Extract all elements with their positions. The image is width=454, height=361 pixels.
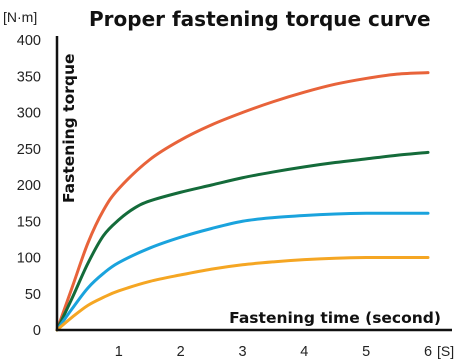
- y-tick-label: 50: [25, 287, 41, 303]
- x-tick-label: 1: [115, 344, 123, 360]
- x-tick-label: 5: [362, 344, 370, 360]
- x-unit-label: [S]: [437, 343, 454, 359]
- series-line-3: [55, 211, 430, 332]
- y-tick-label: 300: [17, 106, 41, 122]
- x-tick-label: 3: [238, 344, 246, 360]
- y-tick-label: 400: [17, 33, 41, 49]
- x-tick-label: 4: [300, 344, 308, 360]
- y-tick-label: 250: [17, 142, 41, 158]
- series-line-2: [55, 150, 430, 332]
- series-line-4: [55, 255, 430, 332]
- y-tick-label: 200: [17, 178, 41, 194]
- y-tick-label: 0: [33, 323, 41, 339]
- y-unit-label: [N·m]: [3, 9, 37, 25]
- series-line-1: [55, 71, 430, 332]
- y-axis-title: Fastening torque: [60, 53, 78, 203]
- x-tick-label: 2: [177, 344, 185, 360]
- y-tick-label: 150: [17, 214, 41, 230]
- x-tick-label: 6: [424, 344, 432, 360]
- y-tick-label: 100: [17, 251, 41, 267]
- chart-title: Proper fastening torque curve: [89, 7, 431, 31]
- y-tick-label: 350: [17, 69, 41, 85]
- x-axis-title: Fastening time (second): [229, 309, 441, 327]
